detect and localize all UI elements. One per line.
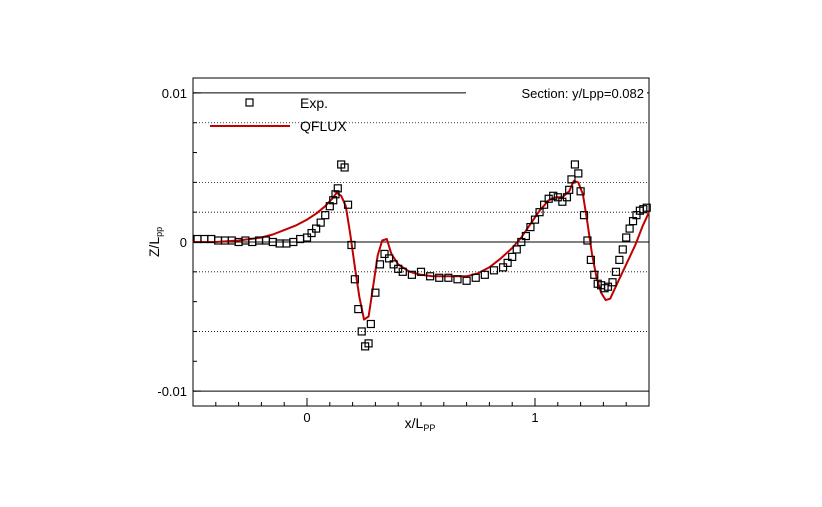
exp-point [603,282,613,291]
section-label-background [466,84,647,101]
legend-exp-marker [245,98,254,107]
exp-point [570,160,580,169]
exp-point [579,211,589,220]
exp-point [312,224,321,233]
exp-point [553,193,562,202]
exp-point [296,234,305,244]
exp-point [350,275,359,284]
exp-point [517,237,526,247]
exp-point [521,231,530,241]
exp-point [364,339,373,348]
x-tick-label: 0 [303,410,310,425]
exp-point [526,222,535,232]
y-tick-label: 0 [180,235,187,250]
exp-point [340,163,349,172]
exp-point [307,228,316,238]
exp-point [642,203,651,212]
exp-point [611,267,621,276]
exp-point [567,175,576,184]
exp-point [354,304,363,314]
exp-point [357,327,366,336]
exp-point [331,190,340,199]
exp-point [618,245,627,254]
exp-point [453,275,462,284]
exp-point [535,208,544,217]
axis-ticks: 0 1 0.01 0 -0.01 [157,86,650,425]
exp-point [416,267,426,276]
exp-point [389,260,398,269]
exp-point [371,288,380,297]
exp-point [426,272,435,281]
exp-point [590,270,599,279]
exp-point [480,270,489,279]
exp-point [444,273,453,282]
exp-point [498,263,508,272]
exp-point [503,258,512,267]
legend-exp-label: Exp. [300,95,328,111]
exp-point [366,319,375,329]
x-axis-label-main: x/L [405,415,424,431]
exp-point [471,273,480,282]
x-axis-label-subscript: PP [423,423,435,433]
exp-point [333,184,342,193]
exp-point [608,278,617,287]
exp-point [282,239,291,248]
exp-point [343,200,353,209]
exp-point [329,196,338,205]
exp-point [275,239,284,248]
exp-point [398,267,407,276]
exp-point [583,236,592,245]
exp-point [316,218,325,227]
exp-point [574,169,583,178]
series-layer [193,160,651,351]
exp-point [540,200,549,209]
exp-point [462,276,471,285]
exp-point [261,236,271,245]
exp-point [407,270,416,279]
exp-point [384,254,394,263]
section-label: Section: y/Lpp=0.082 [521,86,644,101]
exp-point [530,215,540,224]
exp-point [435,273,444,282]
exp-point [489,266,499,275]
exp-point [615,255,624,264]
x-axis-label: x/LPP [405,415,436,433]
legend: Exp. QFLUX [210,95,347,134]
exp-point [512,245,521,254]
exp-point [565,185,574,194]
y-axis-label-subscript: pp [154,227,164,237]
exp-point [586,255,595,264]
legend-qflux-label: QFLUX [300,118,347,134]
exp-point [625,224,634,233]
exp-point [380,249,389,259]
exp-point [558,197,567,206]
series-line-qflux [193,179,650,321]
x-tick-label: 1 [531,410,538,425]
exp-point [302,233,312,242]
y-axis-label-main: Z/L [146,237,162,257]
exp-point [321,211,330,220]
exp-point [508,252,517,262]
exp-point [576,187,585,196]
exp-point [549,191,558,200]
exp-point [622,233,631,242]
y-axis-label: Z/Lpp [146,227,164,257]
grid-lines [193,92,649,392]
exp-point [375,260,385,269]
y-tick-label: 0.01 [162,86,187,101]
exp-point [347,240,356,250]
y-tick-label: -0.01 [157,384,187,399]
